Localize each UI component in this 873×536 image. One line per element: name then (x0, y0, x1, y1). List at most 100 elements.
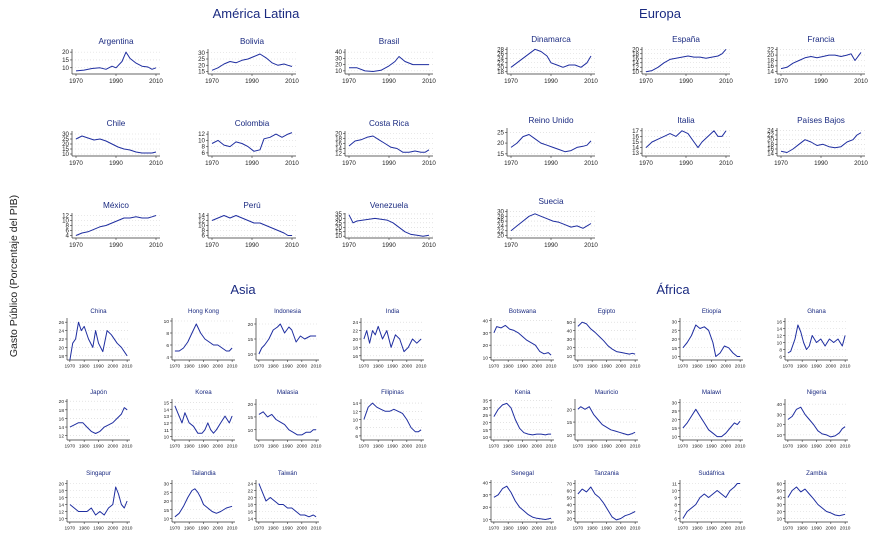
y-tick-label: 20 (777, 423, 783, 429)
y-tick-label: 25 (672, 328, 678, 334)
x-tick-label: 1990 (282, 444, 293, 450)
panel-title: Reino Unido (528, 116, 574, 125)
series-line-malawi (682, 408, 741, 438)
y-tick-label: 35 (335, 211, 342, 218)
y-tick-label: 4 (66, 233, 70, 240)
x-tick-label: 1990 (245, 78, 259, 85)
y-tick-label: 20 (198, 62, 205, 69)
y-tick-label: 18 (59, 354, 65, 360)
y-tick-label: 10 (777, 517, 783, 523)
x-tick-label: 2010 (422, 160, 436, 167)
x-tick-label: 2010 (311, 364, 322, 370)
series-line-brasil (349, 56, 429, 72)
panel-filipinas: 6 8 10 12 14 1970 1980 1990 2000 2010 Filipinas (353, 389, 427, 450)
x-tick-label: 1970 (65, 526, 76, 532)
x-tick-label: 1970 (254, 444, 265, 450)
x-tick-label: 2000 (825, 526, 836, 532)
series-line-kenia (493, 402, 552, 436)
x-tick-label: 1970 (774, 78, 788, 85)
y-tick-label: 11 (672, 482, 677, 488)
y-tick-label: 10 (672, 435, 678, 441)
panel-title: Suecia (538, 197, 563, 206)
y-tick-label: 10 (483, 435, 489, 441)
x-tick-label: 1970 (65, 364, 76, 370)
x-tick-label: 2010 (630, 444, 641, 450)
x-tick-label: 1970 (678, 526, 689, 532)
x-tick-label: 1970 (504, 242, 518, 249)
x-tick-label: 1980 (79, 526, 90, 532)
y-tick-label: 8 (202, 144, 206, 151)
x-tick-label: 1980 (797, 364, 808, 370)
x-tick-label: 1990 (198, 526, 209, 532)
x-tick-label: 2000 (296, 526, 307, 532)
series-line-reino-unido (510, 134, 592, 153)
x-tick-label: 2010 (149, 78, 163, 85)
x-tick-label: 1970 (69, 242, 83, 249)
x-tick-label: 2010 (311, 526, 322, 532)
y-tick-label: 16 (335, 141, 342, 148)
panel-title: India (386, 308, 400, 315)
y-tick-label: 14 (632, 60, 639, 67)
x-tick-label: 1980 (692, 364, 703, 370)
y-tick-label: 15 (497, 151, 504, 158)
y-tick-label: 25 (483, 413, 489, 419)
x-tick-label: 2000 (615, 364, 626, 370)
x-tick-label: 1990 (706, 526, 717, 532)
x-tick-label: 2000 (107, 526, 118, 532)
y-tick-label: 20 (483, 420, 489, 426)
panel-title: México (103, 201, 129, 210)
x-tick-label: 1970 (573, 364, 584, 370)
x-tick-label: 1980 (797, 444, 808, 450)
y-tick-label: 12 (335, 151, 342, 158)
series-line-zambia (787, 486, 846, 517)
y-tick-label: 10 (164, 517, 170, 523)
y-tick-label: 25 (62, 136, 69, 143)
y-tick-label: 26 (59, 320, 65, 326)
x-tick-label: 1970 (678, 444, 689, 450)
x-tick-label: 2010 (630, 526, 641, 532)
y-tick-label: 10 (672, 489, 678, 495)
y-tick-label: 8 (674, 503, 677, 509)
series-line-tanzania (577, 486, 636, 521)
x-tick-label: 1970 (342, 78, 356, 85)
series-line-sudafrica (682, 483, 741, 519)
panel-title: Botswana (509, 308, 537, 315)
y-tick-label: 20 (59, 399, 65, 405)
y-tick-label: 10 (62, 218, 69, 225)
panel-title: Chile (107, 119, 126, 128)
x-tick-label: 1980 (587, 364, 598, 370)
panel-senegal: 10 20 30 40 1970 1980 1990 2000 2010 Senegal (483, 470, 557, 532)
x-tick-label: 2010 (227, 364, 238, 370)
series-line-senegal (493, 485, 552, 520)
y-tick-label: 28 (497, 46, 504, 53)
panel-title: Etiopía (702, 308, 722, 315)
y-tick-label: 10 (353, 418, 359, 424)
y-tick-label: 12 (198, 131, 205, 138)
x-tick-label: 1990 (387, 364, 398, 370)
panel-title: Italia (677, 116, 695, 125)
x-tick-label: 2000 (212, 444, 223, 450)
y-tick-label: 20 (777, 510, 783, 516)
x-tick-label: 1970 (170, 526, 181, 532)
y-tick-label: 24 (248, 482, 254, 488)
x-tick-label: 1980 (373, 444, 384, 450)
x-tick-label: 1990 (382, 242, 396, 249)
x-tick-label: 1980 (797, 526, 808, 532)
y-tick-label: 8 (202, 228, 206, 235)
x-tick-label: 2010 (122, 526, 133, 532)
y-tick-label: 18 (59, 489, 65, 495)
y-tick-label: 40 (335, 49, 342, 56)
x-tick-label: 1980 (268, 444, 279, 450)
panel-india: 16 18 20 22 24 1970 1980 1990 2000 2010 India (353, 308, 427, 370)
panel-title: Filipinas (381, 389, 404, 396)
y-tick-label: 20 (672, 418, 678, 424)
